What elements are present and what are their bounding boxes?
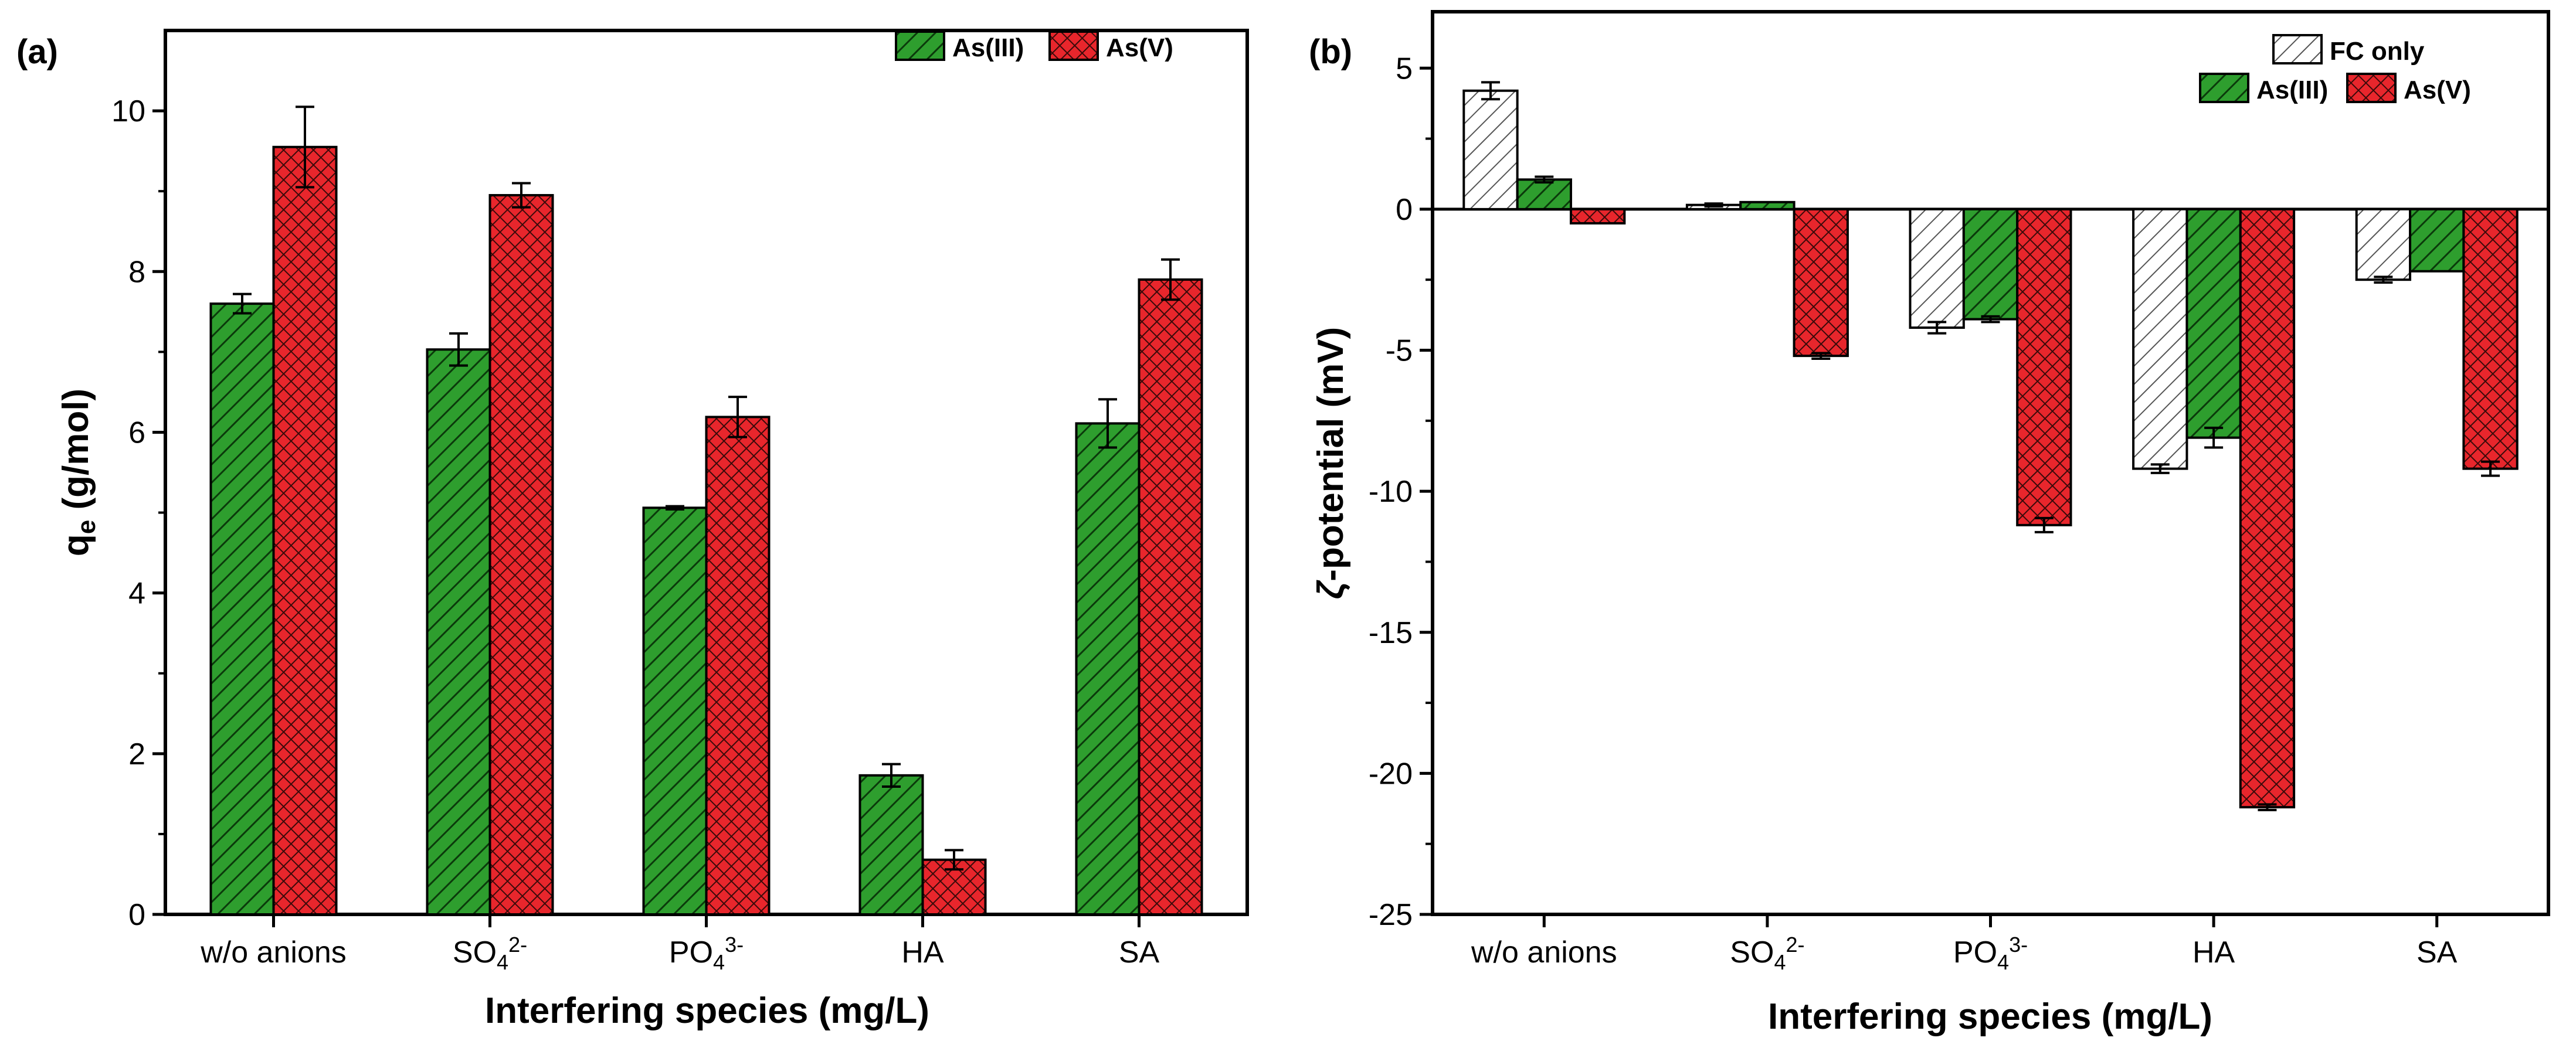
y-tick-label: -15	[1369, 616, 1413, 650]
bar-diag-green	[2409, 207, 2465, 273]
plot-frame-b	[1431, 10, 2550, 916]
bar-cross-red	[2016, 207, 2072, 526]
y-axis-label-b: ζ-potential (mV)	[1311, 327, 1351, 599]
legend-swatch	[2199, 73, 2249, 103]
x-tick-label: w/o anions	[200, 935, 347, 969]
y-tick-label: -5	[1386, 334, 1413, 368]
y-tick-label: -20	[1369, 757, 1413, 791]
bar-diag-green	[426, 348, 491, 916]
legend-label: As(V)	[2404, 76, 2471, 104]
x-tick-label: PO43-	[1953, 933, 2028, 974]
bar-diag-white	[2132, 207, 2188, 470]
chart-panel-a: (a) 0 2 4 6 8 10 w/o anions SO42- PO43- HA SA Int…	[16, 29, 1249, 1031]
bar-diag-green	[1516, 178, 1572, 210]
bar-diag-white	[2355, 207, 2412, 281]
error-bars-b	[1481, 81, 2500, 811]
y-tick-label: 2	[128, 737, 145, 771]
y-axis-label-a: qe (g/mol)	[56, 389, 101, 556]
bar-diag-green	[1739, 200, 1796, 210]
y-axis-b: 5 0 -5 -10 -15 -20 -25	[1369, 52, 1433, 932]
x-tick-label: PO43-	[669, 933, 744, 974]
bar-cross-red	[1793, 207, 1849, 358]
y-tick-label: 8	[128, 255, 145, 289]
bar-diag-green	[209, 302, 275, 916]
legend-label: As(V)	[1106, 33, 1173, 62]
x-axis-a: w/o anions SO42- PO43- HA SA	[200, 914, 1159, 974]
bar-diag-green	[642, 506, 708, 916]
panel-label-b: (b)	[1309, 33, 1352, 71]
y-tick-label: 4	[128, 577, 145, 611]
legend-swatch	[1048, 30, 1099, 61]
legend-label: As(III)	[952, 33, 1024, 62]
legend-swatch	[895, 30, 945, 61]
y-tick-label: -10	[1369, 475, 1413, 509]
legend-swatch	[2346, 73, 2397, 103]
bar-diag-green	[1962, 207, 2019, 321]
x-tick-label: HA	[2193, 935, 2235, 969]
y-tick-label: -25	[1369, 898, 1413, 932]
bar-diag-white	[1909, 207, 1965, 329]
legend-label: FC only	[2330, 37, 2425, 66]
legend-label: As(III)	[2256, 76, 2328, 104]
bar-cross-red	[1569, 207, 1626, 224]
legend-swatch	[2272, 34, 2323, 64]
bar-cross-red	[2462, 207, 2519, 470]
bars-b	[1462, 89, 2519, 809]
x-tick-label: w/o anions	[1471, 935, 1617, 969]
x-tick-label: HA	[901, 935, 944, 969]
bars-a	[209, 145, 1203, 916]
y-tick-label: 5	[1396, 52, 1413, 86]
y-tick-label: 0	[128, 898, 145, 932]
bar-cross-red	[272, 145, 338, 916]
chart-panel-b: (b) 5 0 -5 -10 -15 -20 -25 w/o anions SO42- PO43…	[1309, 10, 2550, 1037]
bar-diag-green	[2185, 207, 2242, 439]
legend-a: As(III) As(V)	[895, 30, 1173, 62]
bar-cross-red	[1138, 278, 1203, 916]
panel-label-a: (a)	[16, 33, 58, 71]
x-axis-label-b: Interfering species (mg/L)	[1768, 996, 2212, 1037]
bar-cross-red	[488, 194, 554, 916]
bar-cross-red	[705, 416, 771, 916]
bar-diag-green	[1075, 422, 1141, 916]
y-axis-a: 0 2 4 6 8 10	[111, 94, 165, 932]
y-tick-label: 6	[128, 416, 145, 450]
bar-diag-white	[1462, 89, 1519, 210]
x-tick-label: SO42-	[453, 933, 527, 974]
error-bars-a	[232, 106, 1180, 871]
bar-cross-red	[2239, 207, 2296, 809]
x-axis-label-a: Interfering species (mg/L)	[485, 991, 929, 1031]
x-tick-label: SA	[2417, 935, 2458, 969]
x-axis-b: w/o anions SO42- PO43- HA SA	[1471, 914, 2458, 974]
x-tick-label: SA	[1119, 935, 1160, 969]
bar-diag-green	[858, 774, 924, 916]
y-tick-label: 10	[111, 94, 145, 128]
y-tick-label: 0	[1396, 193, 1413, 227]
x-tick-label: SO42-	[1730, 933, 1804, 974]
